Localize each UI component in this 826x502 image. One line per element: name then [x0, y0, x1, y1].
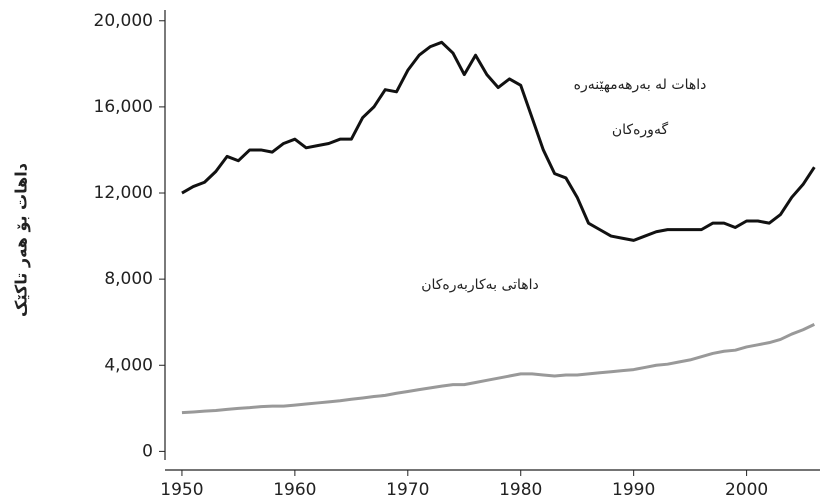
y-tick-label: 8,000 — [104, 269, 153, 289]
y-tick-label: 16,000 — [94, 97, 153, 117]
annotation: داهاتی بەکاربەرەکان — [421, 277, 539, 293]
annotation: گەورەکان — [612, 121, 669, 138]
y-tick-label: 12,000 — [94, 183, 153, 203]
x-tick-label: 1970 — [386, 480, 429, 500]
y-axis-label: داهات بۆ هەر تاکێک — [12, 163, 31, 317]
x-tick-label: 1950 — [160, 480, 203, 500]
y-tick-label: 0 — [142, 441, 153, 461]
annotation: داهات لە بەرهەمهێنەرە — [574, 77, 707, 93]
x-tick-label: 1990 — [612, 480, 655, 500]
y-tick-label: 4,000 — [104, 355, 153, 375]
x-tick-label: 1980 — [499, 480, 542, 500]
x-tick-label: 2000 — [725, 480, 768, 500]
x-tick-label: 1960 — [273, 480, 316, 500]
data-line — [181, 322, 815, 415]
data-line — [181, 40, 816, 242]
y-tick-label: 20,000 — [94, 11, 153, 31]
